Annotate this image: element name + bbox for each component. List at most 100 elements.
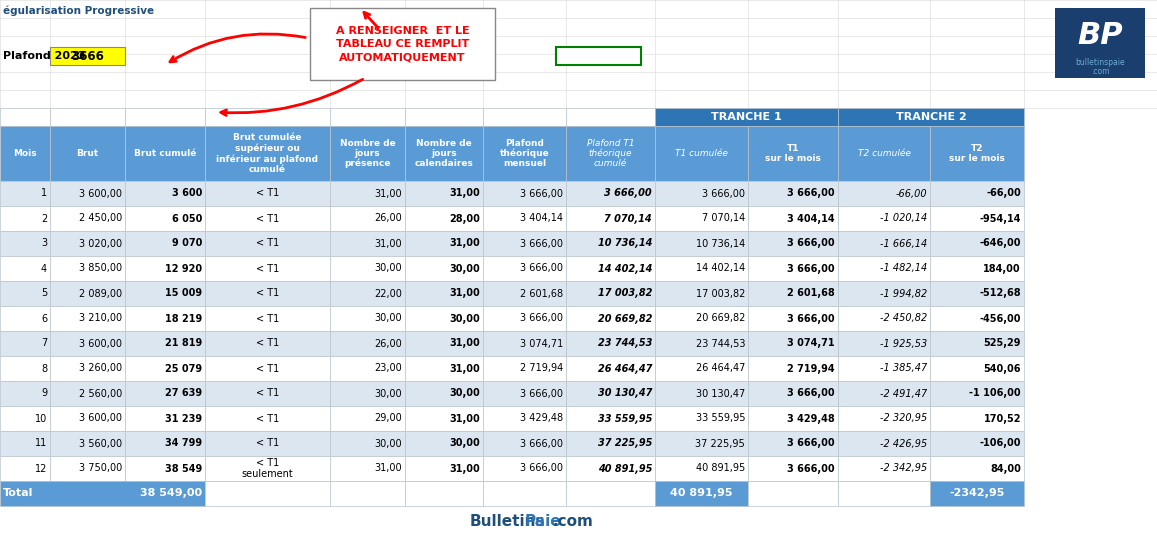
Text: 30,00: 30,00 (449, 439, 480, 449)
Bar (0, 406, 50, 431)
Bar (930, 281, 1024, 306)
Text: 2 601,68: 2 601,68 (787, 288, 835, 299)
Bar (655, 126, 747, 181)
Text: bulletinspaie: bulletinspaie (1075, 58, 1125, 67)
Bar (50, 231, 125, 256)
Text: Nombre de
jours
calendaires: Nombre de jours calendaires (414, 139, 473, 168)
Text: 6: 6 (40, 313, 47, 324)
Bar (747, 256, 838, 281)
Bar (50, 356, 125, 381)
Text: 22,00: 22,00 (374, 288, 401, 299)
Bar (566, 331, 655, 356)
Bar (125, 126, 205, 181)
Text: -2 426,95: -2 426,95 (879, 439, 927, 449)
Bar (838, 456, 930, 481)
Text: -954,14: -954,14 (980, 213, 1020, 224)
Text: 30 130,47: 30 130,47 (598, 388, 653, 399)
Bar (930, 456, 1024, 481)
Bar (566, 381, 655, 406)
Text: 28,00: 28,00 (449, 213, 480, 224)
Text: < T1: < T1 (256, 414, 279, 424)
Text: Paie: Paie (525, 515, 561, 529)
Bar (482, 481, 566, 506)
Bar (747, 331, 838, 356)
Text: 3 429,48: 3 429,48 (787, 414, 835, 424)
Text: BP: BP (1077, 22, 1122, 50)
Text: 3 666,00: 3 666,00 (519, 263, 563, 274)
Text: 540,06: 540,06 (983, 363, 1020, 374)
Bar (0, 431, 50, 456)
Text: 38 549: 38 549 (164, 464, 202, 473)
Text: 170,52: 170,52 (983, 414, 1020, 424)
Text: 3 666,00: 3 666,00 (788, 238, 835, 249)
Text: 30,00: 30,00 (449, 388, 480, 399)
Bar (482, 406, 566, 431)
Text: -1 106,00: -1 106,00 (970, 388, 1020, 399)
Text: 2 719,94: 2 719,94 (519, 363, 563, 374)
Bar (405, 181, 482, 206)
Bar (930, 206, 1024, 231)
Text: 184,00: 184,00 (983, 263, 1020, 274)
Text: 3 020,00: 3 020,00 (79, 238, 121, 249)
Bar (566, 431, 655, 456)
Text: 3 666,00: 3 666,00 (788, 188, 835, 199)
Text: 40 891,95: 40 891,95 (670, 489, 732, 498)
Bar (205, 456, 330, 481)
Text: 3 750,00: 3 750,00 (79, 464, 121, 473)
Bar (482, 231, 566, 256)
Text: A RENSEIGNER  ET LE
TABLEAU CE REMPLIT
AUTOMATIQUEMENT: A RENSEIGNER ET LE TABLEAU CE REMPLIT AU… (336, 26, 470, 62)
Bar (566, 306, 655, 331)
Bar (125, 331, 205, 356)
Bar (50, 181, 125, 206)
Bar (205, 181, 330, 206)
Bar (405, 108, 482, 126)
Text: 37 225,95: 37 225,95 (598, 439, 653, 449)
Text: < T1: < T1 (256, 263, 279, 274)
Text: -1 666,14: -1 666,14 (879, 238, 927, 249)
Bar (330, 481, 405, 506)
Bar (747, 231, 838, 256)
Bar (0, 481, 205, 506)
Text: < T1
seulement: < T1 seulement (242, 458, 294, 479)
Text: 3 404,14: 3 404,14 (519, 213, 563, 224)
Bar (482, 431, 566, 456)
Bar (205, 256, 330, 281)
Text: T1
sur le mois: T1 sur le mois (765, 144, 821, 163)
Text: Brut cumulé: Brut cumulé (134, 149, 197, 158)
Text: 3 666,00: 3 666,00 (788, 439, 835, 449)
Bar (655, 231, 747, 256)
Text: 6 050: 6 050 (171, 213, 202, 224)
Text: 31,00: 31,00 (449, 414, 480, 424)
Bar (0, 306, 50, 331)
Bar (330, 206, 405, 231)
Bar (747, 481, 838, 506)
Text: 10 736,14: 10 736,14 (695, 238, 745, 249)
Text: 10: 10 (35, 414, 47, 424)
Text: TRANCHE 1: TRANCHE 1 (712, 112, 782, 122)
Text: 3 666,00: 3 666,00 (702, 188, 745, 199)
Text: 25 079: 25 079 (165, 363, 202, 374)
Text: 2: 2 (40, 213, 47, 224)
Bar (50, 381, 125, 406)
Text: 34 799: 34 799 (165, 439, 202, 449)
Bar (566, 108, 655, 126)
Bar (50, 456, 125, 481)
Bar (747, 381, 838, 406)
Bar (838, 406, 930, 431)
Bar (405, 306, 482, 331)
Text: -66,00: -66,00 (986, 188, 1020, 199)
Text: 11: 11 (35, 439, 47, 449)
Bar (125, 431, 205, 456)
Text: 3 666,00: 3 666,00 (788, 388, 835, 399)
Bar (0, 181, 50, 206)
Text: 26,00: 26,00 (374, 338, 401, 349)
Text: 3 600: 3 600 (171, 188, 202, 199)
Text: TRANCHE 2: TRANCHE 2 (896, 112, 966, 122)
Text: 3 666,00: 3 666,00 (519, 238, 563, 249)
Text: 3 074,71: 3 074,71 (788, 338, 835, 349)
Bar (930, 231, 1024, 256)
Text: < T1: < T1 (256, 188, 279, 199)
Bar (405, 126, 482, 181)
Text: -1 482,14: -1 482,14 (879, 263, 927, 274)
Text: 15 009: 15 009 (165, 288, 202, 299)
